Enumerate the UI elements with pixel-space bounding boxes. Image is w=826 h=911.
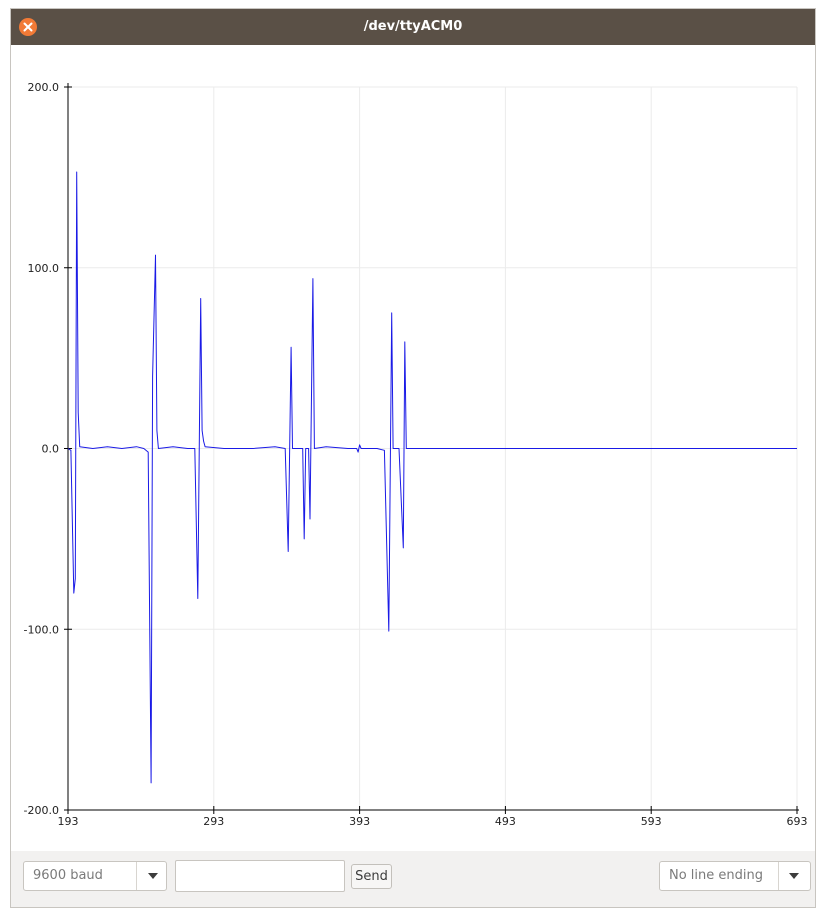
baud-select-divider [136, 862, 137, 890]
y-tick-label: 0.0 [42, 443, 60, 456]
close-icon [23, 22, 33, 32]
title-bar: /dev/ttyACM0 [11, 9, 815, 45]
chevron-down-icon [148, 873, 158, 879]
x-tick-label: 293 [203, 815, 224, 828]
close-button[interactable] [19, 18, 37, 36]
x-tick-label: 493 [495, 815, 516, 828]
x-tick-label: 193 [58, 815, 79, 828]
chevron-down-icon [789, 873, 799, 879]
line-ending-value: No line ending [669, 868, 763, 883]
baud-rate-value: 9600 baud [33, 868, 103, 883]
baud-rate-select[interactable]: 9600 baud [23, 861, 167, 891]
y-tick-label: -200.0 [24, 804, 59, 817]
line-ending-select[interactable]: No line ending [659, 861, 811, 891]
y-tick-label: -100.0 [24, 623, 59, 636]
x-tick-label: 693 [787, 815, 808, 828]
line-ending-select-divider [778, 862, 779, 890]
send-button[interactable]: Send [351, 864, 392, 889]
message-input[interactable] [175, 860, 345, 892]
serial-plotter-window: /dev/ttyACM0 200.0 100.0 0.0 -100.0 -200.0 19… [10, 8, 816, 908]
plot-area: 200.0 100.0 0.0 -100.0 -200.0 193 293 393 493 593… [11, 45, 815, 851]
window-title: /dev/ttyACM0 [363, 19, 463, 34]
y-tick-label: 100.0 [28, 262, 60, 275]
y-tick-label: 200.0 [28, 81, 60, 94]
data-series-line [67, 171, 797, 784]
x-tick-label: 393 [349, 815, 370, 828]
bottom-toolbar: 9600 baud Send No line ending [11, 851, 815, 907]
x-tick-label: 593 [641, 815, 662, 828]
